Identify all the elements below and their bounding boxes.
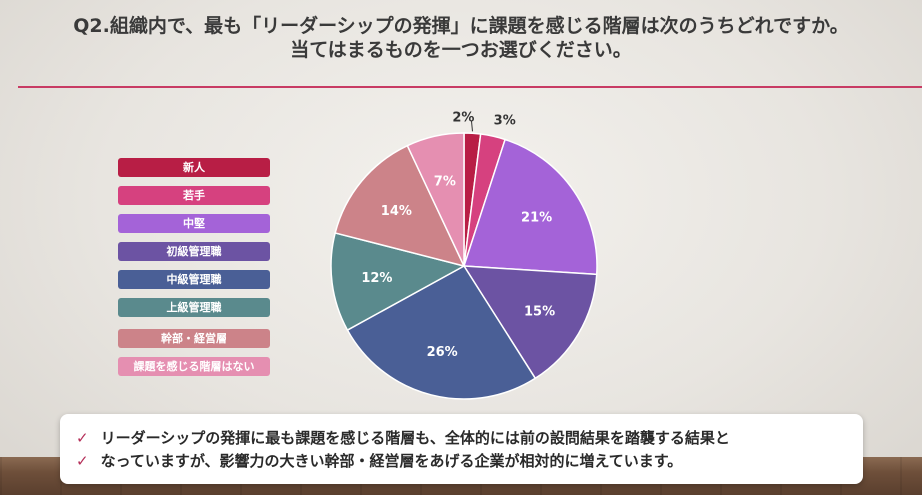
pie-labels: 2% 3% 21% 15% 26% 12% 14% 7% [361,110,555,360]
title-divider [18,86,922,88]
legend-item-jokyu-kanri: 上級管理職 [118,298,270,317]
pie-label-4: 26% [427,345,458,360]
check-icon: ✓ [76,452,89,470]
note-line-2: ✓ なっていますが、影響力の大きい幹部・経営層をあげる企業が相対的に増えています。 [76,451,682,471]
pie-label-1: 3% [494,114,516,129]
pie-slices [330,132,598,400]
pie-slice-3 [462,265,598,380]
pie-slice-2 [462,138,598,276]
pie-label-6: 14% [381,204,412,219]
legend-item-kanbu-keiei: 幹部・経営層 [118,329,270,348]
pie-label-3: 15% [524,305,555,320]
pie-label-2: 21% [521,211,552,226]
pie-label-5: 12% [361,271,392,286]
pie-slice-5 [330,232,467,332]
legend-item-shinjin: 新人 [118,158,270,177]
pie-slice-6 [334,144,466,268]
legend-item-wakate: 若手 [118,186,270,205]
summary-callout: ✓ リーダーシップの発揮に最も課題を感じる階層も、全体的には前の設問結果を踏襲する… [60,414,863,484]
legend-item-chuken: 中堅 [118,214,270,233]
note-text-1: リーダーシップの発揮に最も課題を感じる階層も、全体的には前の設問結果を踏襲する結… [100,429,730,447]
title-line-2: 当てはまるものを一つお選びください。 [290,39,632,61]
legend-item-shokyu-kanri: 初級管理職 [118,242,270,261]
note-line-1: ✓ リーダーシップの発揮に最も課題を感じる階層も、全体的には前の設問結果を踏襲する… [76,428,730,448]
pie-leader-line-0 [470,120,473,132]
note-text-2: なっていますが、影響力の大きい幹部・経営層をあげる企業が相対的に増えています。 [100,452,683,470]
page-title: Q2.組織内で、最も「リーダーシップの発揮」に課題を感じる階層は次のうちどれです… [0,14,922,62]
legend-item-chukyu-kanri: 中級管理職 [118,270,270,289]
check-icon: ✓ [76,429,89,447]
title-line-1: Q2.組織内で、最も「リーダーシップの発揮」に課題を感じる階層は次のうちどれです… [73,15,849,37]
legend-item-none: 課題を感じる階層はない [118,357,270,376]
pie-label-7: 7% [434,174,456,189]
pie-slice-7 [406,132,465,267]
pie-slice-4 [346,265,537,400]
pie-label-0: 2% [452,110,474,125]
